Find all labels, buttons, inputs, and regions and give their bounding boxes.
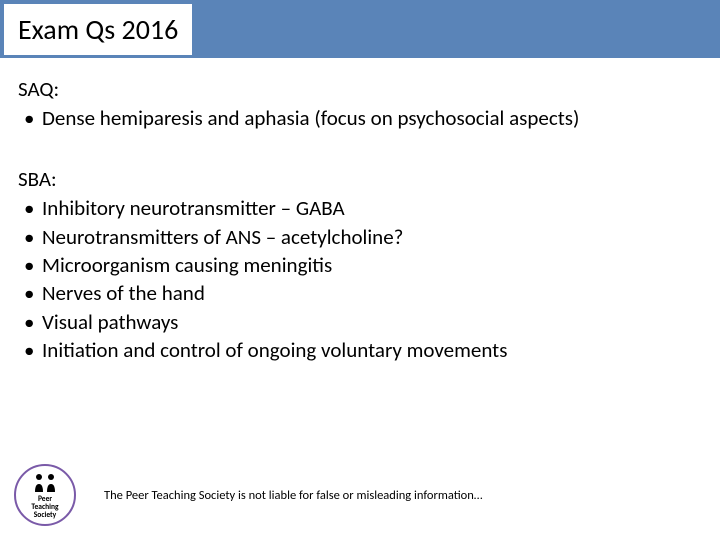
list-item: Initiation and control of ongoing volunt…	[18, 336, 702, 364]
list-item: Visual pathways	[18, 308, 702, 336]
title-bar: Exam Qs 2016	[0, 0, 720, 58]
footer: Peer Teaching Society The Peer Teaching …	[14, 464, 706, 526]
logo-badge: Peer Teaching Society	[14, 464, 76, 526]
saq-heading: SAQ:	[18, 76, 702, 102]
logo-text: Peer Teaching Society	[31, 496, 58, 520]
saq-list: Dense hemiparesis and aphasia (focus on …	[18, 104, 702, 132]
list-item: Neurotransmitters of ANS – acetylcholine…	[18, 223, 702, 251]
sba-section: SBA: Inhibitory neurotransmitter – GABA …	[18, 166, 702, 364]
disclaimer-text: The Peer Teaching Society is not liable …	[104, 488, 482, 503]
sba-list: Inhibitory neurotransmitter – GABA Neuro…	[18, 194, 702, 364]
list-item: Microorganism causing meningitis	[18, 251, 702, 279]
saq-section: SAQ: Dense hemiparesis and aphasia (focu…	[18, 76, 702, 132]
content-area: SAQ: Dense hemiparesis and aphasia (focu…	[0, 58, 720, 364]
slide-title: Exam Qs 2016	[18, 12, 178, 47]
list-item: Nerves of the hand	[18, 279, 702, 307]
sba-heading: SBA:	[18, 166, 702, 192]
title-inner: Exam Qs 2016	[4, 4, 192, 55]
list-item: Inhibitory neurotransmitter – GABA	[18, 194, 702, 222]
logo-line3: Society	[31, 512, 58, 520]
people-icon	[31, 472, 59, 494]
list-item: Dense hemiparesis and aphasia (focus on …	[18, 104, 702, 132]
